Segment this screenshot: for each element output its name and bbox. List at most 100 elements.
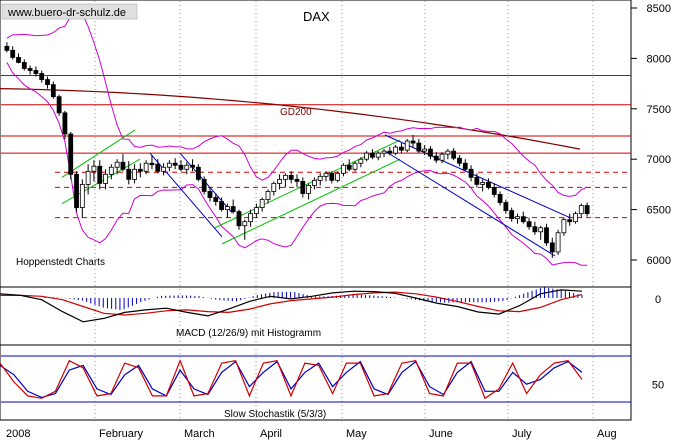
uptrend-channel-line <box>214 139 401 229</box>
resistance-lines <box>0 75 631 219</box>
candle-body <box>207 191 213 198</box>
candle-body <box>259 199 265 208</box>
candle-body <box>375 152 381 158</box>
candle-body <box>277 178 282 184</box>
candle-body <box>21 62 27 69</box>
candle-body <box>474 176 480 185</box>
candle-body <box>50 84 56 98</box>
price-tick-label: 7000 <box>647 154 671 166</box>
candle-body <box>462 162 468 170</box>
candle-body <box>103 173 108 184</box>
candle-body <box>567 219 573 223</box>
candle-body <box>27 68 33 71</box>
candle-body <box>166 162 172 168</box>
candle-body <box>253 207 259 215</box>
y-axis-ticks: 6000 6500 7000 7500 8000 8500 0 50 <box>631 3 671 392</box>
candle-body <box>486 181 491 188</box>
candle-body <box>346 164 352 170</box>
candle-body <box>544 227 549 244</box>
candle-body <box>4 45 10 51</box>
candle-body <box>79 183 85 208</box>
candle-body <box>341 164 346 174</box>
candle-body <box>445 150 451 155</box>
macd-signal-line <box>0 291 583 316</box>
candle-body <box>509 210 515 220</box>
candlesticks <box>4 42 590 258</box>
candle-body <box>219 201 224 210</box>
candle-body <box>317 175 323 181</box>
candle-body <box>265 191 271 200</box>
candle-body <box>352 162 358 170</box>
x-axis-labels: 2008 February March April May June July Aug <box>6 428 617 440</box>
candle-body <box>370 152 375 158</box>
candle-body <box>230 206 236 213</box>
ma200-line <box>0 88 581 150</box>
candle-body <box>10 49 16 58</box>
candle-body <box>532 226 538 233</box>
candle-body <box>271 182 277 192</box>
x-tick-label: May <box>346 428 367 440</box>
candle-body <box>549 242 555 253</box>
candle-body <box>578 205 584 215</box>
macd-plot <box>0 287 583 323</box>
candle-body <box>323 172 329 177</box>
stochastic-plot <box>0 355 631 403</box>
price-tick-label: 8000 <box>647 53 671 65</box>
price-tick-label: 7500 <box>647 104 671 116</box>
candle-body <box>45 79 50 86</box>
candle-body <box>404 140 410 151</box>
candle-body <box>491 187 497 195</box>
macd-line <box>0 289 583 323</box>
x-tick-label: June <box>429 428 453 440</box>
candle-body <box>213 197 219 202</box>
candle-body <box>190 164 195 168</box>
uptrend-channel-line <box>221 158 401 245</box>
candle-body <box>56 96 62 114</box>
candle-body <box>68 133 74 175</box>
candle-body <box>410 140 416 144</box>
candle-body <box>120 161 126 170</box>
macd-label: MACD (12/26/9) mit Histogramm <box>176 328 321 339</box>
candle-body <box>497 194 503 203</box>
candle-body <box>335 172 341 181</box>
candle-body <box>312 179 317 186</box>
price-tick-label: 6000 <box>647 255 671 267</box>
website-badge <box>1 3 138 20</box>
uptrend-channel-line <box>61 129 136 178</box>
candle-body <box>143 162 149 172</box>
candle-body <box>433 155 439 161</box>
bollinger-lower <box>6 62 588 266</box>
candle-body <box>114 161 120 168</box>
candle-body <box>132 168 137 180</box>
candle-body <box>428 148 433 157</box>
x-tick-label: Aug <box>597 428 617 440</box>
candle-body <box>184 164 190 170</box>
stoch-k-line <box>0 359 583 400</box>
candle-body <box>480 181 486 185</box>
source-label: Hoppenstedt Charts <box>16 257 105 268</box>
candle-body <box>416 142 422 152</box>
stoch-label: Slow Stochastik (5/3/3) <box>224 409 326 420</box>
candle-body <box>172 162 178 166</box>
candle-body <box>555 232 561 253</box>
price-tick-label: 8500 <box>647 3 671 15</box>
candle-body <box>201 178 207 192</box>
stoch-tick-label: 50 <box>652 380 664 392</box>
ma200-label: GD200 <box>280 107 312 118</box>
candle-body <box>422 148 428 152</box>
macd-tick-label: 0 <box>655 294 661 306</box>
candle-body <box>457 157 462 164</box>
candle-body <box>224 206 230 211</box>
x-tick-label: 2008 <box>6 428 30 440</box>
candle-body <box>329 172 335 181</box>
x-tick-label: February <box>99 428 144 440</box>
candle-body <box>16 56 21 63</box>
chart-title: DAX <box>303 9 330 24</box>
candle-body <box>282 174 288 180</box>
candle-body <box>62 112 68 135</box>
candle-body <box>515 216 520 220</box>
candle-body <box>538 227 544 233</box>
candle-body <box>393 146 399 154</box>
candle-body <box>137 168 143 172</box>
candle-body <box>584 205 590 215</box>
